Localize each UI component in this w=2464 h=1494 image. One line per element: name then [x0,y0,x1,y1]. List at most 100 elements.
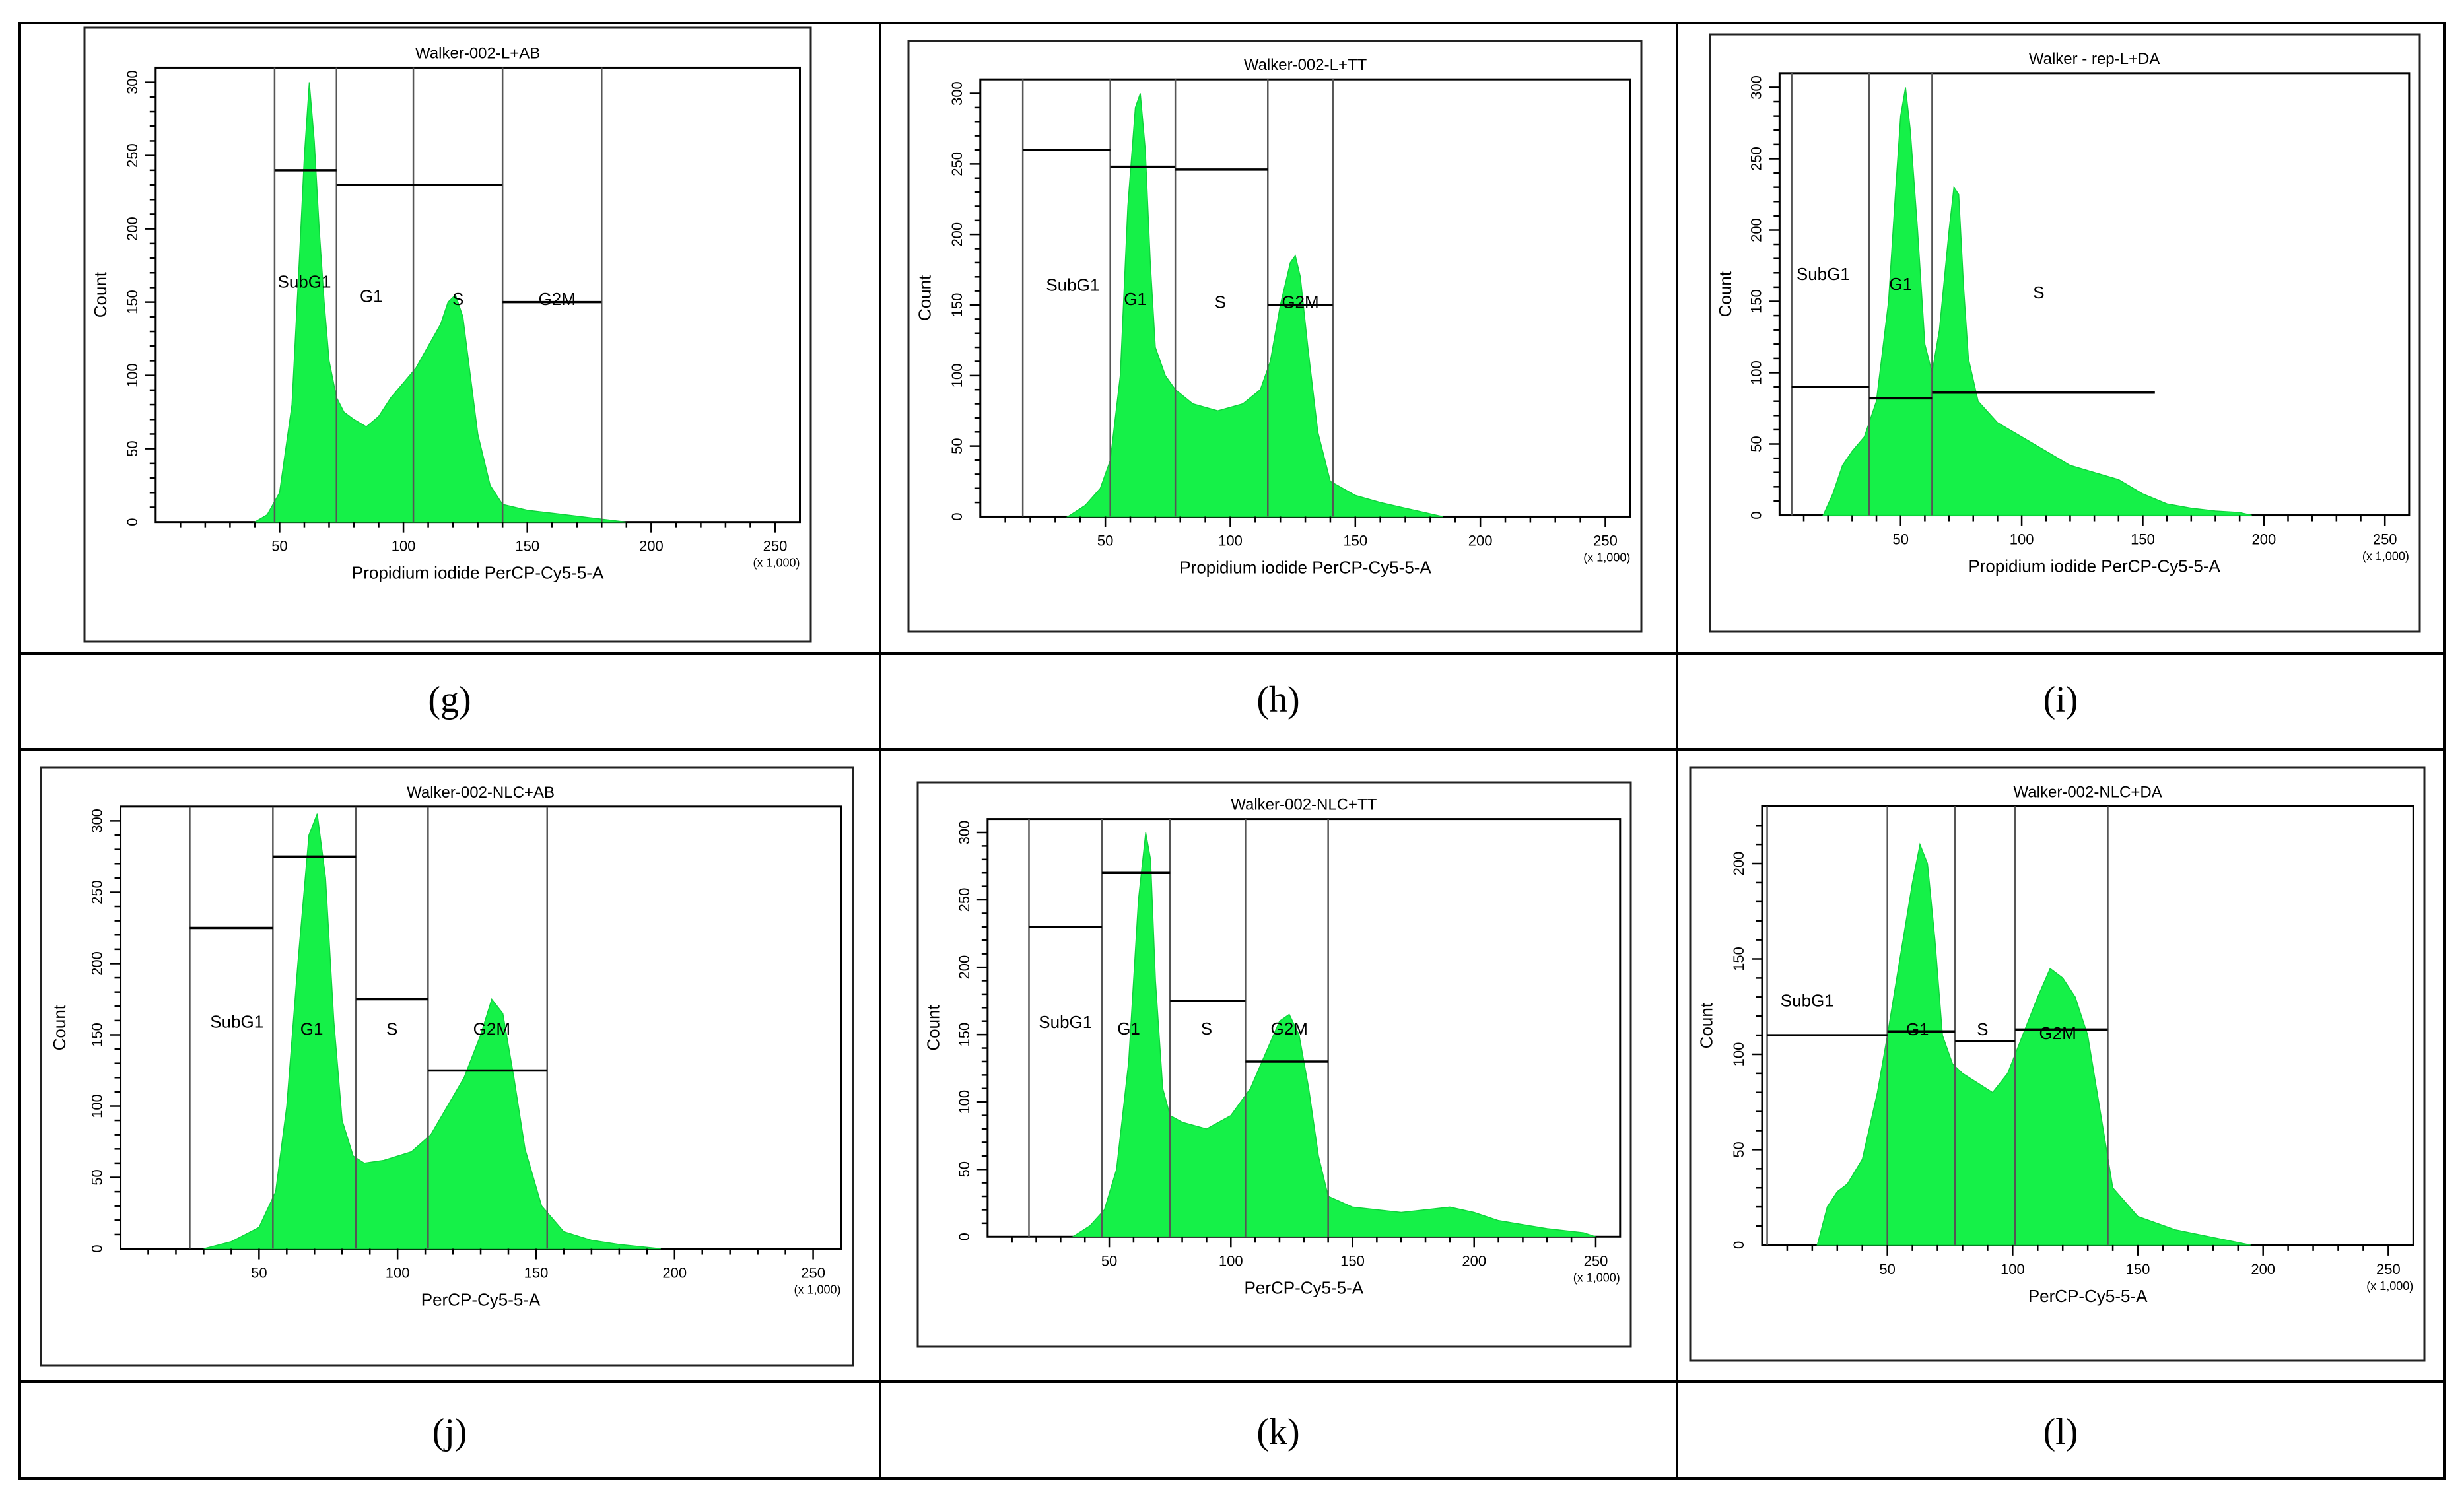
y-tick-label: 50 [1748,436,1764,452]
x-tick-label: 200 [639,538,664,555]
y-tick-label: 50 [949,438,965,454]
y-tick-label: 150 [89,1023,106,1047]
x-tick-label: 50 [1101,1252,1117,1269]
chart-title: Walker-002-L+TT [1244,56,1367,74]
x-tick-label: 250 [1584,1252,1608,1269]
y-tick-label: 100 [89,1094,106,1118]
x-tick-label: 150 [1343,532,1367,549]
gate-label: G1 [1889,274,1912,294]
x-tick-label: 250 [2376,1261,2401,1277]
x-tick-label: 200 [2251,531,2276,548]
y-tick-label: 50 [956,1161,973,1177]
gate-label: S [386,1019,397,1038]
y-tick-label: 250 [956,888,973,912]
gate-label: G1 [1906,1019,1929,1039]
x-tick-label: 100 [392,538,416,555]
x-tick-label: 250 [801,1265,825,1281]
y-tick-label: 200 [124,217,141,241]
y-tick-label: 150 [124,290,141,314]
y-tick-label: 100 [1730,1042,1747,1067]
panel-caption: (k) [1256,1411,1299,1452]
y-tick-label: 150 [1748,289,1764,314]
y-tick-label: 100 [1748,360,1764,385]
x-axis-title: PerCP-Cy5-5-A [421,1290,541,1310]
y-tick-label: 0 [949,512,965,520]
gate-label: G2M [473,1019,510,1038]
x-tick-label: 200 [2251,1261,2275,1277]
gate-label: G2M [1282,292,1318,312]
y-axis-title: Count [1715,271,1735,317]
x-tick-label: 250 [2373,531,2397,548]
y-tick-label: 200 [1748,218,1764,242]
gate-label: S [1977,1019,1988,1039]
y-tick-label: 0 [1748,511,1764,519]
x-tick-label: 200 [1462,1252,1486,1269]
panel-frame [40,766,854,1367]
panel-frame [1689,766,2426,1362]
gate-label: S [1215,292,1226,312]
x-scale-note: (x 1,000) [2362,550,2409,563]
y-tick-label: 0 [956,1233,973,1240]
gate-label: G1 [300,1019,324,1038]
y-axis-title: Count [90,271,110,318]
x-scale-note: (x 1,000) [794,1283,841,1297]
chart-title: Walker-002-NLC+DA [2014,783,2162,801]
y-tick-label: 0 [124,518,141,526]
chart-panel: Walker-002-L+AB SubG1 G1 S G2M 50 100 150 200 250… [83,26,812,643]
y-tick-label: 100 [124,363,141,388]
panel-caption: (l) [2043,1411,2078,1452]
x-axis-title: PerCP-Cy5-5-A [2028,1286,2148,1306]
y-tick-label: 300 [956,821,973,845]
chart-panel: Walker-002-L+TT SubG1 G1 S G2M 50 100 150 200 250… [907,40,1643,633]
x-tick-label: 250 [763,538,788,555]
x-tick-label: 150 [524,1265,549,1281]
gate-label: SubG1 [210,1012,263,1032]
y-axis-title: Count [50,1004,69,1050]
chart-title: Walker - rep-L+DA [2029,50,2160,68]
chart-title: Walker-002-NLC+AB [407,784,555,801]
x-tick-label: 150 [2131,531,2155,548]
gate-label: G2M [1271,1019,1308,1038]
y-tick-label: 150 [949,293,965,318]
y-tick-label: 50 [1730,1141,1747,1157]
y-axis-title: Count [1696,1002,1716,1048]
x-tick-label: 100 [2001,1261,2025,1277]
y-tick-label: 0 [1730,1241,1747,1249]
x-axis-title: Propidium iodide PerCP-Cy5-5-A [352,563,604,583]
y-tick-label: 300 [949,81,965,106]
y-tick-label: 250 [89,880,106,904]
x-scale-note: (x 1,000) [2366,1279,2413,1293]
panel-caption: (h) [1256,679,1299,720]
y-tick-label: 300 [1748,75,1764,100]
x-tick-label: 100 [386,1265,410,1281]
x-tick-label: 50 [1892,531,1908,548]
x-scale-note: (x 1,000) [753,557,800,570]
panel-caption: (g) [428,679,471,720]
table-border [18,22,2446,1480]
x-axis-title: Propidium iodide PerCP-Cy5-5-A [1968,557,2220,576]
x-tick-label: 100 [1219,1252,1243,1269]
x-tick-label: 50 [271,538,287,555]
panel-frame [1709,33,2421,633]
y-tick-label: 200 [949,222,965,247]
y-tick-label: 300 [89,809,106,833]
x-tick-label: 200 [1468,532,1493,549]
x-tick-label: 100 [2010,531,2034,548]
x-tick-label: 150 [1340,1252,1365,1269]
y-tick-label: 50 [124,440,141,456]
y-tick-label: 250 [124,143,141,168]
gate-label: SubG1 [1781,991,1834,1011]
y-tick-label: 100 [956,1090,973,1114]
chart-panel: Walker - rep-L+DA SubG1 G1 S 50 100 150 200 250 (… [1709,33,2421,633]
y-tick-label: 100 [949,363,965,388]
histogram-area [1822,87,2252,516]
y-tick-label: 150 [1730,947,1747,971]
gate-label: SubG1 [277,271,331,291]
y-axis-title: Count [914,275,934,321]
gate-label: G1 [1117,1019,1140,1038]
y-tick-label: 150 [956,1023,973,1047]
y-tick-label: 250 [949,152,965,176]
x-axis-title: Propidium iodide PerCP-Cy5-5-A [1179,557,1431,577]
histogram-area [203,813,661,1250]
